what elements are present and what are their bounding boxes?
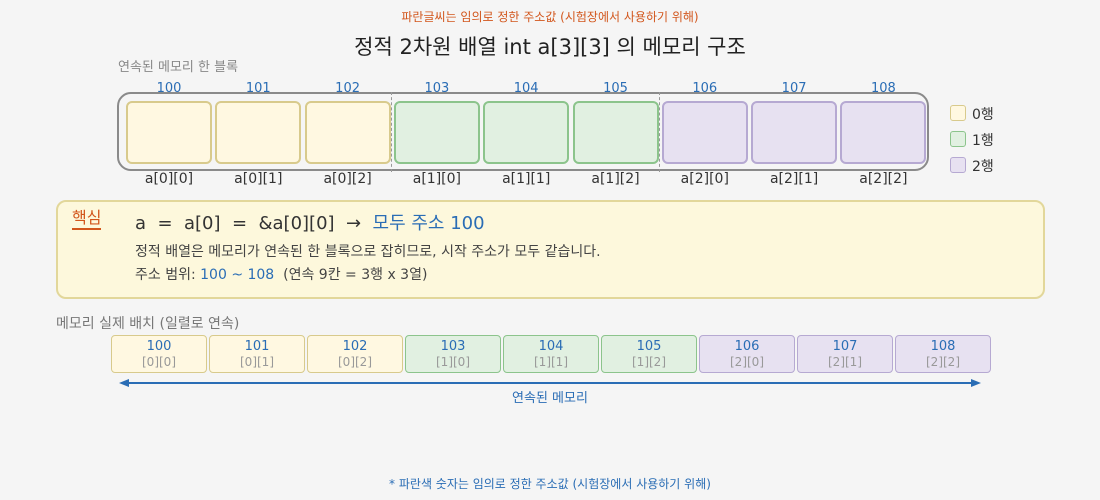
equation-text: a = a[0] = &a[0][0] → xyxy=(135,213,373,234)
cell-address: 104 xyxy=(513,81,539,96)
linear-cell-index: [0][1] xyxy=(240,355,274,369)
cell-address: 107 xyxy=(781,81,807,96)
legend-swatch xyxy=(950,157,966,173)
linear-cell-index: [1][0] xyxy=(436,355,470,369)
linear-cell-index: [2][2] xyxy=(926,355,960,369)
cell-name: a[1][2] xyxy=(591,171,640,187)
cell-address: 100 xyxy=(156,81,182,96)
linear-cell: 106 [2][0] xyxy=(699,335,795,373)
page-title: 정적 2차원 배열 int a[3][3] 의 메모리 구조 xyxy=(354,35,746,59)
key-range: 주소 범위: 100 ~ 108 (연속 9칸 = 3행 x 3열) xyxy=(135,264,427,284)
cell-name: a[1][1] xyxy=(502,171,551,187)
linear-cell-index: [1][2] xyxy=(632,355,666,369)
key-equation: a = a[0] = &a[0][0] → 모두 주소 100 xyxy=(135,209,485,235)
linear-cell-index: [1][1] xyxy=(534,355,568,369)
linear-cell: 100 [0][0] xyxy=(111,335,207,373)
memory-cell xyxy=(840,101,927,164)
cell-address: 106 xyxy=(692,81,718,96)
row-separator xyxy=(391,92,392,172)
linear-cell: 104 [1][1] xyxy=(503,335,599,373)
cell-name: a[2][0] xyxy=(680,171,729,187)
memory-block-outline xyxy=(117,92,929,171)
legend-swatch xyxy=(950,105,966,121)
linear-cell-address: 104 xyxy=(538,339,564,354)
arrow-label: 연속된 메모리 xyxy=(512,391,588,406)
memory-cell xyxy=(304,101,391,164)
cell-address: 101 xyxy=(245,81,271,96)
memory-cell xyxy=(751,101,838,164)
linear-cell-address: 101 xyxy=(244,339,270,354)
linear-cell: 108 [2][2] xyxy=(895,335,991,373)
legend-swatch xyxy=(950,131,966,147)
linear-cell-address: 105 xyxy=(636,339,662,354)
linear-cell-index: [2][0] xyxy=(730,355,764,369)
double-arrow xyxy=(119,379,981,387)
arrow-left-head xyxy=(119,379,129,387)
block-label: 연속된 메모리 한 블록 xyxy=(118,60,239,75)
address-note: 파란글씨는 임의로 정한 주소값 (시험장에서 사용하기 위해) xyxy=(401,10,699,24)
range-value: 100 ~ 108 xyxy=(200,267,275,283)
memory-cell xyxy=(572,101,659,164)
arrow-right-head xyxy=(971,379,981,387)
linear-cell: 101 [0][1] xyxy=(209,335,305,373)
equation-result: 모두 주소 100 xyxy=(372,213,485,234)
cell-name: a[0][1] xyxy=(234,171,283,187)
cell-address: 103 xyxy=(424,81,450,96)
linear-cell-address: 107 xyxy=(832,339,858,354)
key-explanation: 정적 배열은 메모리가 연속된 한 블록으로 잡히므로, 시작 주소가 모두 같… xyxy=(135,244,601,260)
cell-name: a[2][2] xyxy=(859,171,908,187)
key-box xyxy=(56,200,1045,299)
linear-cell-index: [0][0] xyxy=(142,355,176,369)
linear-cell-index: [0][2] xyxy=(338,355,372,369)
memory-cell xyxy=(483,101,570,164)
linear-cell-address: 108 xyxy=(930,339,956,354)
cell-address: 102 xyxy=(335,81,360,96)
legend-label: 1행 xyxy=(972,133,994,149)
cell-name: a[1][0] xyxy=(412,171,462,187)
memory-cell xyxy=(126,101,212,164)
row-separator xyxy=(659,92,660,172)
layout-label: 메모리 실제 배치 (일렬로 연속) xyxy=(56,316,240,332)
linear-cell-index: [2][1] xyxy=(828,355,862,369)
cell-address: 105 xyxy=(603,81,628,96)
range-suffix: (연속 9칸 = 3행 x 3열) xyxy=(274,267,428,283)
linear-cell: 103 [1][0] xyxy=(405,335,501,373)
cell-name: a[0][0] xyxy=(144,171,194,187)
linear-cell: 105 [1][2] xyxy=(601,335,697,373)
memory-cell xyxy=(661,101,748,164)
linear-cell-address: 102 xyxy=(342,339,368,354)
linear-cell-address: 106 xyxy=(734,339,760,354)
cell-name: a[0][2] xyxy=(323,171,372,187)
linear-cell-address: 103 xyxy=(440,339,466,354)
legend-label: 0행 xyxy=(972,107,994,123)
linear-cell-address: 100 xyxy=(146,339,172,354)
linear-cell: 107 [2][1] xyxy=(797,335,893,373)
key-tag: 핵심 xyxy=(72,208,102,230)
range-prefix: 주소 범위: xyxy=(135,267,201,283)
linear-cell: 102 [0][2] xyxy=(307,335,403,373)
footnote: * 파란색 숫자는 임의로 정한 주소값 (시험장에서 사용하기 위해) xyxy=(389,477,711,491)
cell-address: 108 xyxy=(870,81,896,96)
memory-cell xyxy=(215,101,302,164)
legend-label: 2행 xyxy=(972,159,994,175)
memory-cell xyxy=(393,101,480,164)
cell-name: a[2][1] xyxy=(769,171,819,187)
